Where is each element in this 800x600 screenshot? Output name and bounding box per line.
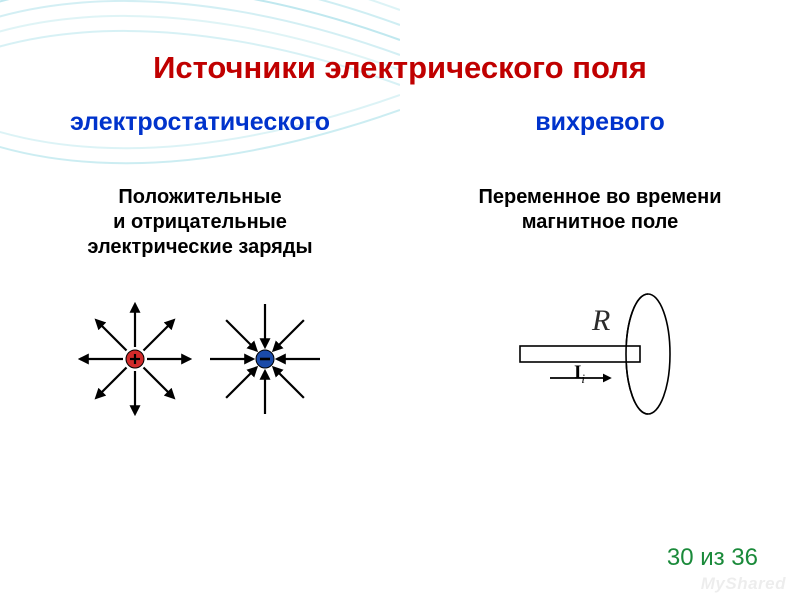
- coil-Ii-label: Ii: [574, 362, 585, 387]
- coil-R-label: R: [592, 304, 610, 338]
- subtitle-vortex: вихревого: [400, 108, 800, 137]
- description-row: Положительныеи отрицательныеэлектрически…: [0, 185, 800, 260]
- title-text: Источники электрического поля: [153, 50, 647, 85]
- desc-electrostatic: Положительныеи отрицательныеэлектрически…: [0, 185, 400, 260]
- diagram-row: R Ii: [0, 274, 800, 444]
- watermark: MyShared: [701, 574, 786, 594]
- page-title: Источники электрического поля: [0, 0, 800, 86]
- subtitle-electrostatic: электростатического: [0, 108, 400, 137]
- page-counter: 30 из 36: [667, 544, 758, 572]
- diagram-charges: [0, 274, 400, 444]
- subtitle-row: электростатического вихревого: [0, 108, 800, 137]
- desc-vortex: Переменное во временимагнитное поле: [400, 185, 800, 260]
- coil-svg: [480, 274, 720, 444]
- diagram-coil: R Ii: [400, 274, 800, 444]
- charges-svg: [60, 279, 340, 439]
